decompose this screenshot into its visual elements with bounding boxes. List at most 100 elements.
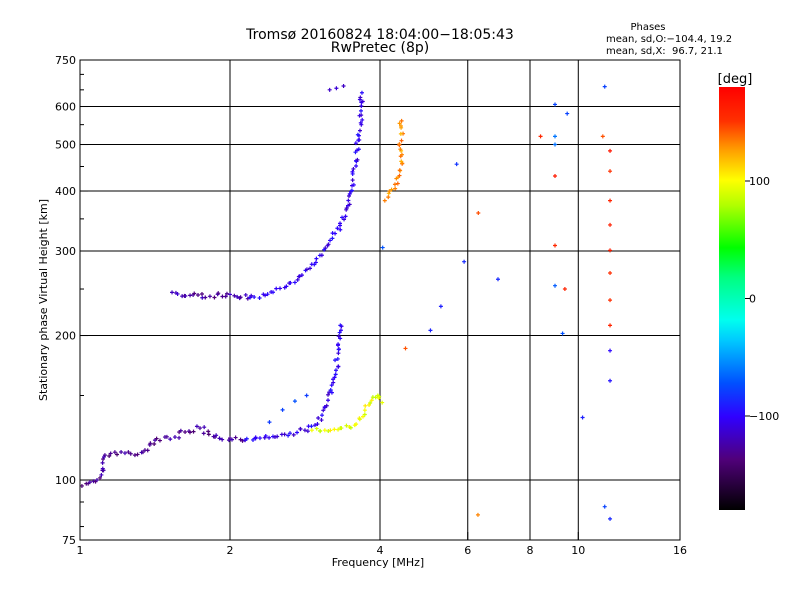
data-point (608, 248, 613, 253)
point-mark (257, 295, 262, 300)
data-point (362, 412, 367, 417)
point-mark (122, 451, 127, 456)
point-mark (223, 294, 228, 299)
point-mark (602, 504, 607, 509)
point-mark (201, 431, 206, 436)
chart-title: Tromsø 20160824 18:04:00−18:05:43 (245, 27, 514, 43)
y-tick-label: 200 (55, 330, 76, 343)
data-point (278, 286, 283, 291)
data-point (355, 132, 360, 137)
data-point (199, 292, 204, 297)
data-point (602, 504, 607, 509)
point-mark (600, 134, 605, 139)
point-mark (608, 222, 613, 227)
data-point (389, 187, 394, 192)
data-point (175, 291, 180, 296)
point-mark (357, 417, 362, 422)
data-point (357, 128, 362, 133)
point-mark (244, 436, 249, 441)
x-tick-label: 2 (227, 544, 234, 557)
point-mark (245, 296, 250, 301)
point-mark (336, 347, 341, 352)
data-point (333, 372, 338, 377)
data-point (562, 287, 567, 292)
point-mark (330, 236, 335, 241)
point-mark (358, 120, 363, 125)
point-mark (608, 198, 613, 203)
data-point (232, 293, 237, 298)
data-point (267, 420, 272, 425)
point-mark (203, 295, 208, 300)
data-point (348, 425, 353, 430)
point-mark (291, 432, 296, 437)
point-mark (157, 438, 162, 443)
data-point (608, 169, 613, 174)
point-mark (538, 134, 543, 139)
data-point (357, 417, 362, 422)
data-point (602, 84, 607, 89)
data-point (328, 428, 333, 433)
point-mark (336, 364, 341, 369)
point-mark (267, 420, 272, 425)
point-mark (278, 286, 283, 291)
point-mark (145, 448, 150, 453)
point-mark (148, 441, 153, 446)
point-mark (355, 132, 360, 137)
data-point (350, 178, 355, 183)
grid-lines (80, 60, 680, 540)
data-point (243, 292, 248, 297)
data-point (336, 347, 341, 352)
data-point (608, 298, 613, 303)
point-mark (292, 399, 297, 404)
data-point (201, 431, 206, 436)
x-axis-label: Frequency [MHz] (332, 556, 424, 569)
point-mark (286, 433, 291, 438)
data-point (321, 408, 326, 413)
point-mark (389, 187, 394, 192)
point-mark (220, 437, 225, 442)
data-point (328, 387, 333, 392)
data-point (292, 399, 297, 404)
point-mark (398, 147, 403, 152)
data-point (346, 194, 351, 198)
point-mark (367, 402, 372, 407)
data-point (342, 217, 347, 222)
data-point (315, 422, 320, 427)
data-point (250, 437, 255, 442)
point-mark (328, 238, 333, 243)
point-mark (152, 442, 157, 447)
point-mark (100, 460, 105, 465)
data-point (332, 375, 337, 380)
point-mark (267, 435, 272, 440)
data-point (115, 452, 120, 457)
data-point (398, 147, 403, 152)
point-mark (252, 295, 257, 300)
point-mark (98, 475, 103, 480)
data-point (397, 142, 402, 147)
data-point (608, 348, 613, 353)
point-mark (79, 483, 84, 488)
data-point (249, 293, 254, 298)
point-mark (207, 294, 212, 299)
chart-subtitle: RwPretec (8p) (331, 40, 429, 56)
data-point (148, 441, 153, 446)
point-mark (553, 173, 558, 178)
data-point (312, 262, 317, 267)
point-mark (337, 330, 342, 335)
point-mark (355, 157, 360, 162)
point-mark (324, 403, 329, 408)
point-mark (562, 287, 567, 292)
data-point (98, 475, 103, 480)
point-mark (553, 243, 558, 248)
data-point (608, 222, 613, 227)
point-mark (351, 166, 356, 171)
data-point (319, 418, 324, 423)
data-point (331, 380, 336, 385)
x-tick-label: 8 (527, 544, 534, 557)
data-point (297, 274, 302, 279)
data-point (304, 393, 309, 398)
data-point (284, 284, 289, 289)
data-point (354, 164, 359, 169)
point-mark (342, 217, 347, 222)
